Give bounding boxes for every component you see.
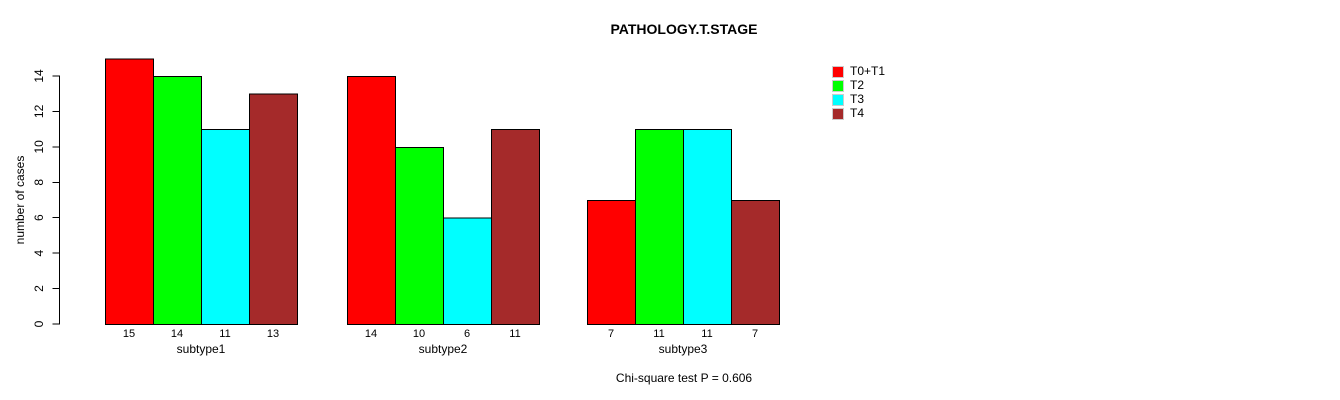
bar-T3-subtype2	[443, 217, 492, 325]
bar-value-label: 11	[219, 328, 230, 340]
y-tick-label: 6	[32, 214, 46, 221]
x-category-label: subtype3	[659, 342, 708, 356]
bar-T2-subtype3	[635, 129, 684, 325]
bar-value-label: 11	[701, 328, 712, 340]
y-tick-label: 14	[32, 69, 46, 83]
legend-item-T3: T3	[832, 93, 885, 106]
legend-item-T0+T1: T0+T1	[832, 65, 885, 78]
y-tick-label: 2	[32, 285, 46, 292]
legend-swatch	[832, 93, 844, 106]
x-category-label: subtype1	[177, 342, 226, 356]
bar-value-label: 14	[171, 328, 183, 340]
legend-item-T2: T2	[832, 79, 885, 92]
bar-T0+T1-subtype2	[347, 76, 396, 325]
bar-value-label: 15	[123, 328, 135, 340]
bar-value-label: 10	[413, 328, 425, 340]
y-tick-label: 4	[32, 249, 46, 256]
legend-swatch	[832, 65, 844, 78]
y-tick-label: 0	[32, 320, 46, 327]
bar-T3-subtype1	[201, 129, 250, 325]
bar-T0+T1-subtype1	[105, 58, 154, 326]
y-tick-label: 8	[32, 179, 46, 186]
bar-T4-subtype1	[249, 93, 298, 326]
bar-value-label: 11	[653, 328, 664, 340]
chi-square-note: Chi-square test P = 0.606	[615, 371, 753, 385]
bar-value-label: 14	[365, 328, 377, 340]
legend-label: T3	[850, 92, 865, 106]
legend-swatch	[832, 79, 844, 92]
bar-value-label: 7	[608, 328, 614, 340]
legend-label: T0+T1	[850, 64, 886, 78]
legend-label: T2	[850, 78, 865, 92]
bar-T0+T1-subtype3	[587, 200, 636, 325]
y-tick-label: 12	[32, 104, 46, 118]
legend: T0+T1 T2 T3 T4	[832, 65, 885, 120]
bar-T4-subtype2	[491, 129, 540, 325]
legend-label: T4	[850, 106, 865, 120]
x-category-label: subtype2	[419, 342, 468, 356]
y-tick-label: 10	[32, 140, 46, 154]
bar-T2-subtype1	[153, 76, 202, 325]
chart-title: PATHOLOGY.T.STAGE	[610, 21, 758, 37]
bar-value-label: 11	[509, 328, 520, 340]
bar-value-label: 7	[752, 328, 758, 340]
bar-T4-subtype3	[731, 200, 780, 325]
legend-item-T4: T4	[832, 107, 885, 120]
bar-T2-subtype2	[395, 146, 444, 325]
bar-value-label: 6	[464, 328, 470, 340]
bar-T3-subtype3	[683, 129, 732, 325]
legend-swatch	[832, 107, 844, 120]
bar-value-label: 13	[267, 328, 279, 340]
